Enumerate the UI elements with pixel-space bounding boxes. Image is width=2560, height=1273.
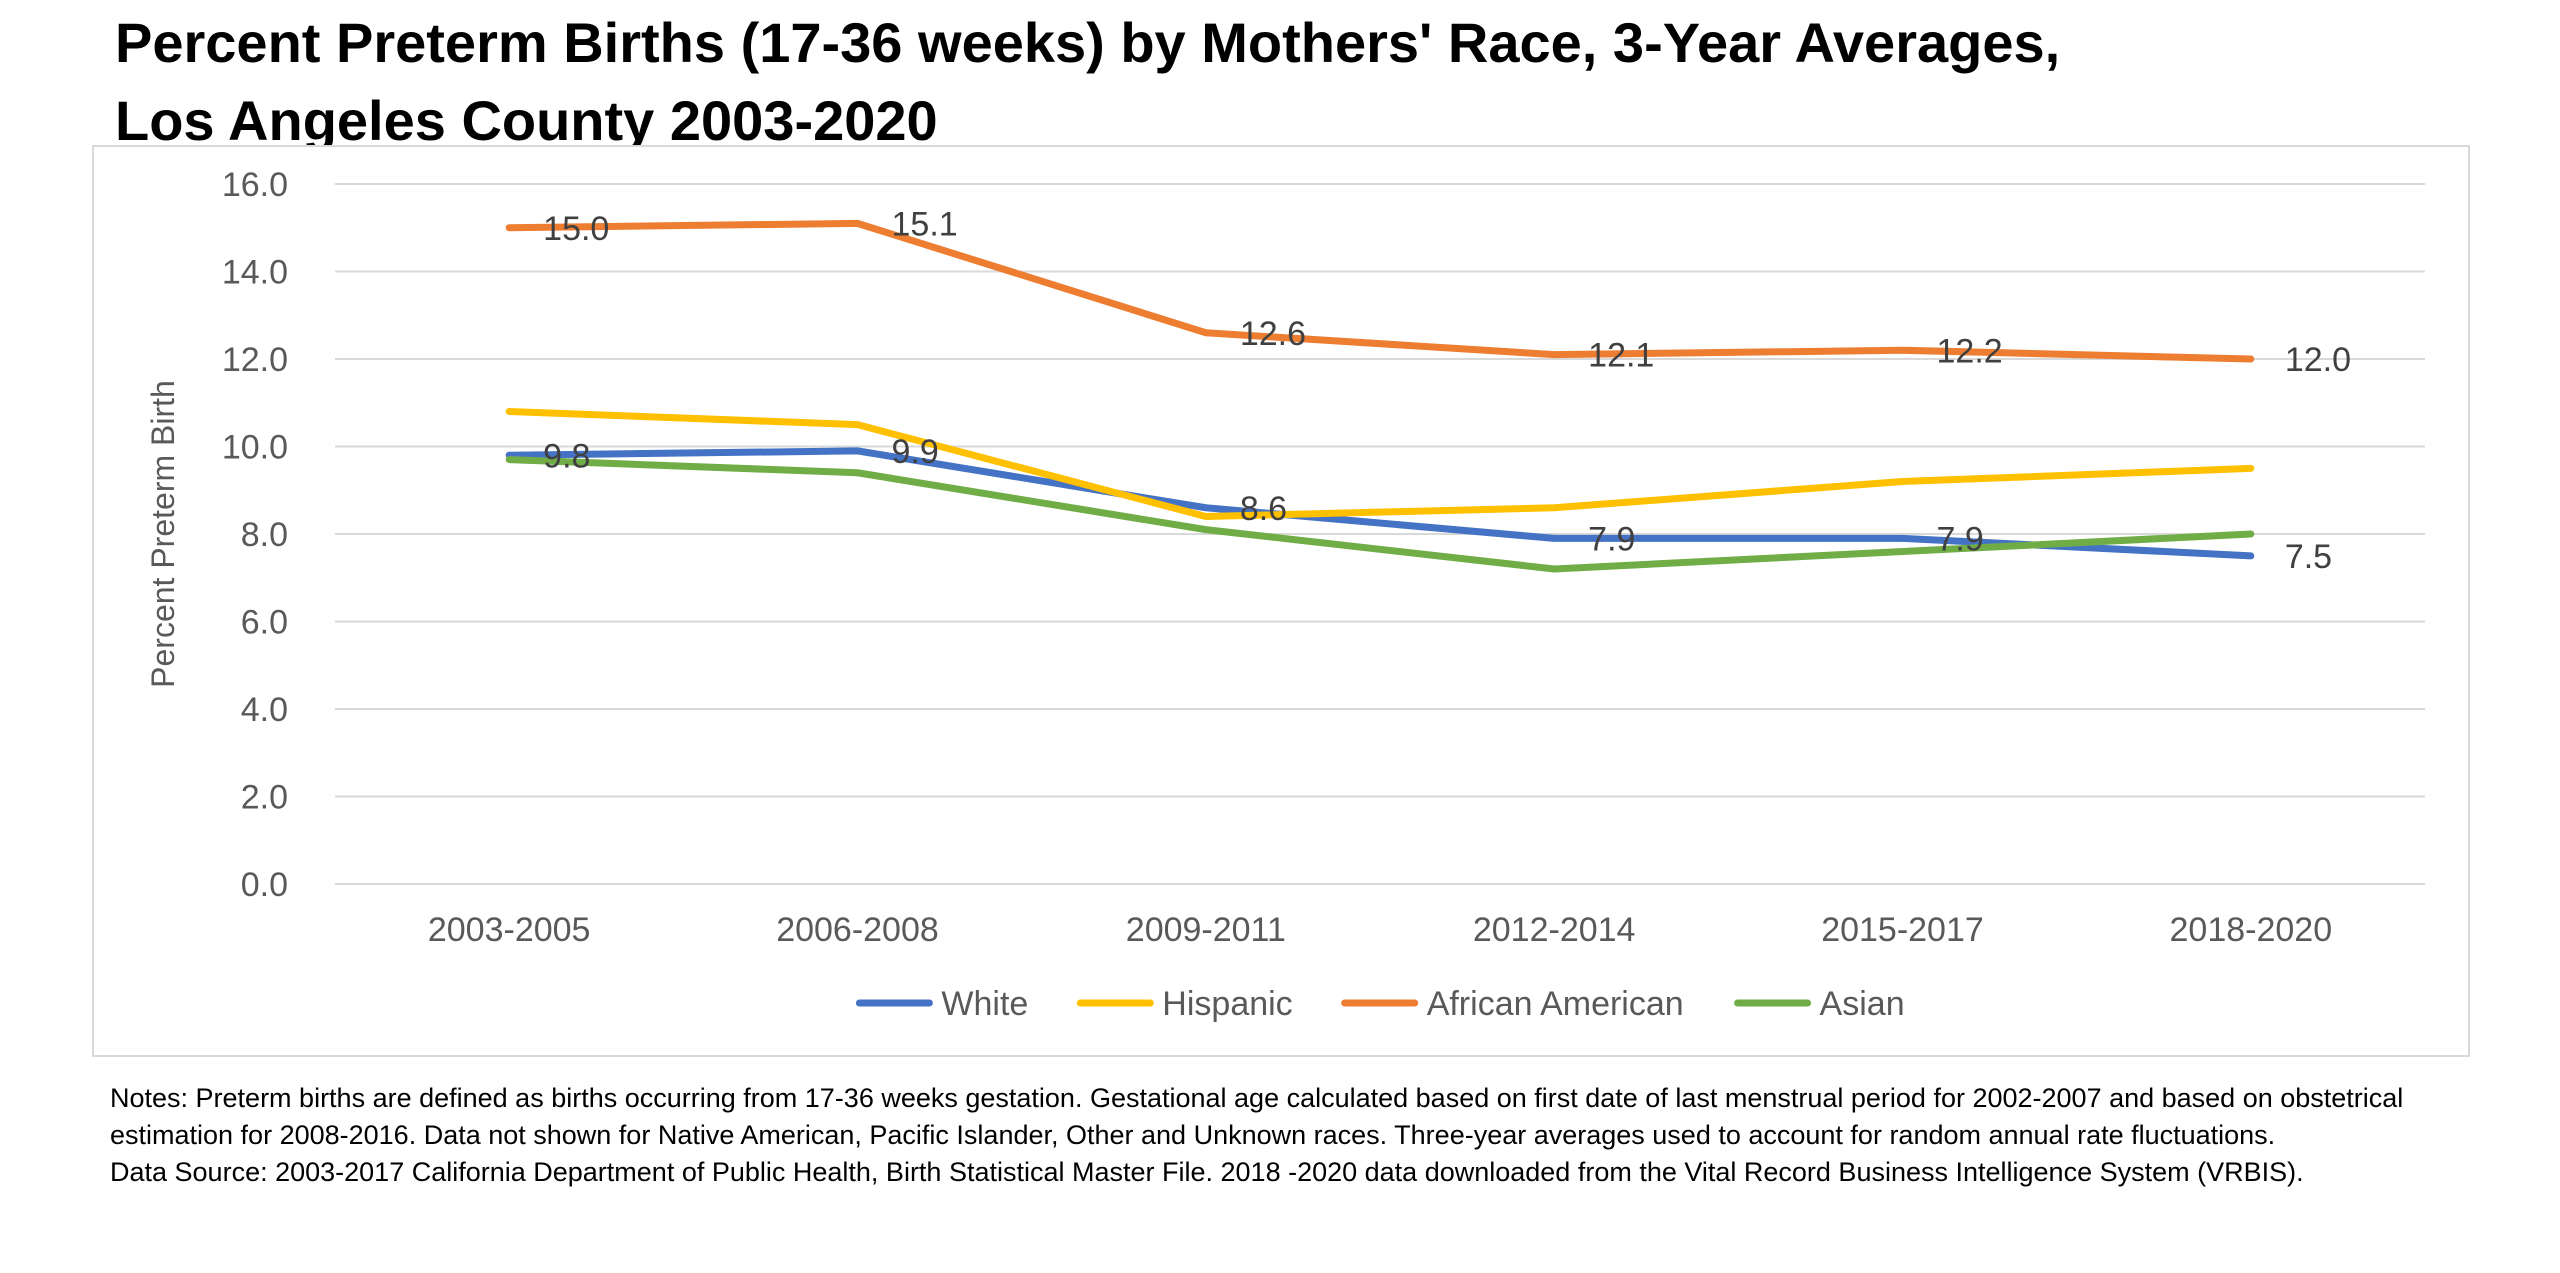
y-tick-label: 8.0 <box>241 516 288 554</box>
y-tick-label: 4.0 <box>241 691 288 729</box>
legend: White Hispanic African American Asian <box>855 985 1905 1023</box>
legend-label: Asian <box>1820 985 1905 1023</box>
data-labels: 9.8 9.9 8.6 7.9 7.9 7.5 15.0 15.1 12.6 12.1 12.2 12… <box>543 205 2351 576</box>
data-label: 15.1 <box>892 205 958 243</box>
chart-title-line-2: Los Angeles County 2003-2020 <box>115 89 938 152</box>
data-label: 9.9 <box>892 433 939 471</box>
y-tick-label: 0.0 <box>241 866 288 904</box>
y-axis-label: Percent Preterm Birth <box>145 380 181 688</box>
gridlines <box>335 183 2425 885</box>
data-source-text: Data Source: 2003-2017 California Depart… <box>110 1157 2304 1187</box>
y-tick-label: 16.0 <box>222 166 288 204</box>
chart-title: Percent Preterm Births (17-36 weeks) by … <box>115 4 2415 160</box>
data-label: 12.6 <box>1240 315 1306 353</box>
series-line-asian <box>505 456 2255 573</box>
x-tick-label: 2006-2008 <box>776 911 939 949</box>
data-label: 15.0 <box>543 210 609 248</box>
data-label: 12.0 <box>2285 341 2351 379</box>
data-label: 12.1 <box>1588 337 1654 375</box>
y-tick-label: 2.0 <box>241 779 288 817</box>
series-line-african-american <box>505 219 2255 363</box>
data-label: 7.9 <box>1588 520 1635 558</box>
legend-label: White <box>941 985 1028 1023</box>
legend-label: Hispanic <box>1162 985 1292 1023</box>
data-label: 12.2 <box>1937 332 2003 370</box>
series-lines <box>505 219 2255 573</box>
series-line-hispanic <box>505 408 2255 520</box>
chart-area <box>92 145 2470 1057</box>
y-axis-ticks: 0.0 2.0 4.0 6.0 8.0 10.0 12.0 14.0 16.0 <box>222 166 288 904</box>
y-tick-label: 12.0 <box>222 341 288 379</box>
y-tick-label: 6.0 <box>241 604 288 642</box>
data-label: 7.5 <box>2285 538 2332 576</box>
x-tick-label: 2012-2014 <box>1473 911 1636 949</box>
data-label: 9.8 <box>543 437 590 475</box>
x-tick-label: 2018-2020 <box>2170 911 2333 949</box>
x-tick-label: 2003-2005 <box>428 911 591 949</box>
data-label: 7.9 <box>1937 520 1984 558</box>
data-label: 8.6 <box>1240 490 1287 528</box>
series-line-white <box>505 447 2255 560</box>
legend-label: African American <box>1427 985 1684 1023</box>
chart-title-line-1: Percent Preterm Births (17-36 weeks) by … <box>115 11 2061 74</box>
chart-notes: Notes: Preterm births are defined as bir… <box>110 1080 2490 1191</box>
x-tick-label: 2009-2011 <box>1126 911 1286 949</box>
notes-text: Notes: Preterm births are defined as bir… <box>110 1083 2404 1150</box>
y-tick-label: 10.0 <box>222 429 288 467</box>
y-tick-label: 14.0 <box>222 254 288 292</box>
x-tick-label: 2015-2017 <box>1821 911 1984 949</box>
x-axis-ticks: 2003-2005 2006-2008 2009-2011 2012-2014 2015… <box>428 911 2332 949</box>
